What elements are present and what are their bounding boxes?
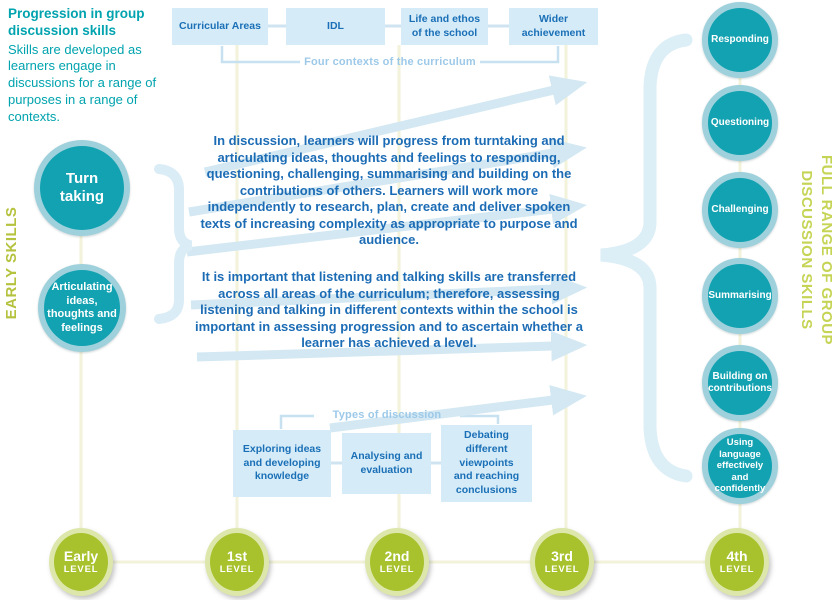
level-name: 1st: [226, 548, 248, 564]
skill-circle-label: Challenging: [711, 204, 769, 215]
level-circle-3rd: 3rd LEVEL: [530, 528, 594, 596]
progress-arrow-3: [186, 194, 587, 257]
context-box-label: Wider achievement: [521, 12, 586, 39]
skill-circle-label: Responding: [711, 34, 769, 45]
discussion-box-label: Exploring ideas and developing knowledge: [242, 443, 322, 483]
skill-circle-using-language: Using language effectively and confident…: [702, 428, 778, 504]
narrative-paragraph-2: It is important that listening and talki…: [195, 269, 583, 350]
skill-circle-building-on-contributions: Building on contributions: [702, 345, 778, 421]
types-bracket-left: [279, 414, 314, 429]
full-range-axis-line1: FULL RANGE OF GROUP: [818, 154, 835, 346]
skill-circle-label: Turn taking: [59, 170, 105, 205]
full-range-axis-label: FULL RANGE OF GROUP DISCUSSION SKILLS: [796, 100, 836, 400]
context-box-wider-achievement: Wider achievement: [509, 8, 598, 45]
skill-circle-responding: Responding: [702, 2, 778, 78]
progress-arrow-2: [188, 138, 587, 217]
skill-circle-summarising: Summarising: [702, 258, 778, 334]
page-subtitle: Skills are developed as learners engage …: [8, 41, 157, 125]
level-circle-1st: 1st LEVEL: [205, 528, 269, 596]
level-suffix: LEVEL: [379, 564, 415, 575]
right-brace: [600, 33, 693, 483]
level-name: 4th: [726, 548, 748, 564]
discussion-box-analysing: Analysing and evaluation: [342, 433, 431, 494]
skill-circle-questioning: Questioning: [702, 85, 778, 161]
context-box-curricular-areas: Curricular Areas: [172, 8, 268, 45]
contexts-bracket-left: [220, 46, 300, 64]
full-range-axis-line2: DISCUSSION SKILLS: [798, 170, 815, 330]
progress-arrow-4: [190, 273, 588, 310]
title-block: Progression in group discussion skills S…: [8, 5, 166, 126]
level-suffix: LEVEL: [63, 564, 99, 575]
level-circle-4th: 4th LEVEL: [705, 528, 769, 596]
progression-arrows: [186, 75, 588, 433]
skill-circle-challenging: Challenging: [702, 172, 778, 248]
contexts-bracket: [220, 46, 560, 64]
level-circle-early: Early LEVEL: [49, 528, 113, 596]
left-brace: [154, 164, 193, 324]
level-suffix: LEVEL: [544, 564, 580, 575]
level-suffix: LEVEL: [719, 564, 755, 575]
skill-circle-label: Using language effectively and confident…: [714, 437, 766, 495]
skill-circle-label: Questioning: [710, 117, 770, 128]
level-suffix: LEVEL: [219, 564, 255, 575]
level-circle-2nd: 2nd LEVEL: [365, 528, 429, 596]
box-connectors: [268, 24, 509, 465]
skill-circle-articulating: Articulating ideas, thoughts and feeling…: [38, 264, 126, 352]
types-group-label: Types of discussion: [332, 409, 442, 421]
early-skills-axis-label: EARLY SKILLS: [3, 206, 20, 320]
discussion-box-debating: Debating different viewpoints and reachi…: [441, 425, 532, 502]
skill-circle-turn-taking: Turn taking: [34, 140, 130, 236]
level-name: 2nd: [384, 548, 410, 564]
context-box-life-and-ethos: Life and ethos of the school: [401, 8, 488, 45]
discussion-box-label: Analysing and evaluation: [350, 449, 423, 476]
narrative-paragraph-1: In discussion, learners will progress fr…: [200, 133, 578, 247]
contexts-bracket-right: [480, 46, 560, 64]
types-bracket: [279, 414, 500, 429]
skill-circle-label: Summarising: [708, 290, 772, 301]
level-name: Early: [63, 548, 99, 564]
skill-circle-label: Building on contributions: [708, 371, 772, 394]
progress-arrow-6: [329, 385, 587, 433]
discussion-box-exploring-ideas: Exploring ideas and developing knowledge: [233, 430, 331, 497]
level-name: 3rd: [551, 548, 573, 564]
progress-arrow-1: [203, 75, 588, 177]
context-box-idl: IDL: [286, 8, 385, 45]
discussion-box-label: Debating different viewpoints and reachi…: [453, 429, 520, 496]
context-box-label: IDL: [327, 19, 344, 32]
contexts-group-label: Four contexts of the curriculum: [304, 56, 476, 68]
progress-arrow-5: [196, 330, 588, 362]
context-box-label: Life and ethos of the school: [408, 12, 481, 39]
context-box-label: Curricular Areas: [179, 19, 261, 32]
page-title: Progression in group discussion skills: [8, 6, 145, 39]
types-bracket-right: [460, 414, 500, 424]
skill-circle-label: Articulating ideas, thoughts and feeling…: [47, 281, 117, 334]
